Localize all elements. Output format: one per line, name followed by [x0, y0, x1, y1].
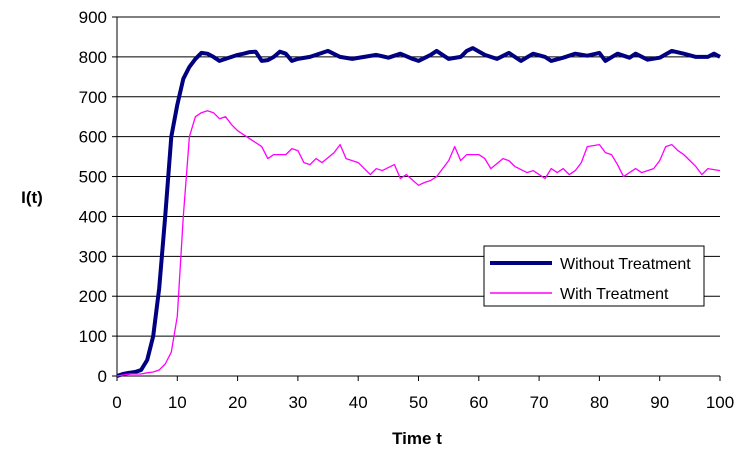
y-tick-label: 100	[79, 327, 107, 346]
x-tick-label: 50	[409, 393, 428, 412]
x-axis-title: Time t	[392, 429, 442, 448]
x-tick-label: 10	[168, 393, 187, 412]
y-tick-label: 600	[79, 128, 107, 147]
x-tick-label: 100	[706, 393, 734, 412]
legend: Without Treatment With Treatment	[483, 245, 705, 307]
y-tick-label: 700	[79, 88, 107, 107]
axes	[112, 16, 721, 381]
x-tick-label: 80	[590, 393, 609, 412]
x-tick-label: 40	[349, 393, 368, 412]
series-line-without-treatment	[116, 46, 721, 378]
legend-label-with-treatment: With Treatment	[560, 286, 669, 303]
gridlines	[117, 16, 720, 337]
y-tick-label: 200	[79, 287, 107, 306]
tick-labels: 0 100 200 300 400 500 600 700 800 900 0 10 20 30 40 50 6…	[79, 8, 735, 412]
x-tick-label: 0	[112, 393, 121, 412]
y-tick-label: 500	[79, 168, 107, 187]
x-tick-label: 60	[469, 393, 488, 412]
y-tick-label: 400	[79, 207, 107, 226]
legend-label-without-treatment: Without Treatment	[560, 256, 691, 273]
y-tick-label: 900	[79, 8, 107, 27]
x-tick-label: 30	[288, 393, 307, 412]
series-line-with-treatment	[116, 110, 721, 377]
x-tick-label: 20	[228, 393, 247, 412]
y-tick-label: 0	[98, 367, 107, 386]
y-tick-label: 800	[79, 48, 107, 67]
y-tick-label: 300	[79, 247, 107, 266]
legend-box	[483, 245, 705, 307]
series-lines	[116, 46, 721, 378]
x-tick-label: 90	[650, 393, 669, 412]
x-tick-label: 70	[530, 393, 549, 412]
y-axis-title: I(t)	[21, 188, 43, 207]
